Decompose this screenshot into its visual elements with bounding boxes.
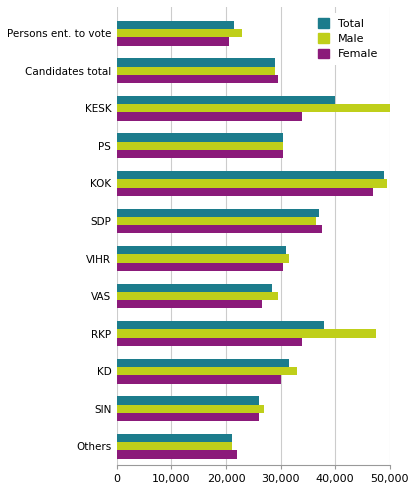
Bar — [117, 142, 283, 150]
Bar — [117, 338, 302, 346]
Bar — [117, 246, 286, 254]
Bar — [117, 29, 243, 37]
Bar — [117, 96, 335, 104]
Bar — [117, 450, 237, 459]
Bar — [117, 442, 232, 450]
Bar — [117, 263, 283, 271]
Bar — [117, 179, 387, 188]
Bar — [117, 75, 278, 83]
Bar — [117, 37, 229, 46]
Bar — [117, 367, 297, 375]
Bar — [117, 21, 234, 29]
Bar — [117, 150, 283, 158]
Bar — [117, 209, 319, 217]
Bar — [117, 321, 324, 329]
Bar — [117, 300, 262, 308]
Bar — [117, 225, 322, 233]
Bar — [117, 217, 316, 225]
Bar — [117, 405, 264, 413]
Bar — [117, 58, 275, 67]
Bar — [117, 254, 289, 263]
Bar — [117, 359, 289, 367]
Bar — [117, 171, 384, 179]
Bar — [117, 292, 278, 300]
Bar — [117, 434, 232, 442]
Bar — [117, 188, 374, 196]
Bar — [117, 112, 302, 121]
Bar — [117, 329, 376, 338]
Bar — [117, 104, 390, 112]
Bar — [117, 396, 259, 405]
Bar — [117, 67, 275, 75]
Bar — [117, 134, 283, 142]
Bar — [117, 413, 259, 421]
Bar — [117, 375, 281, 383]
Legend: Total, Male, Female: Total, Male, Female — [313, 12, 384, 65]
Bar — [117, 284, 272, 292]
